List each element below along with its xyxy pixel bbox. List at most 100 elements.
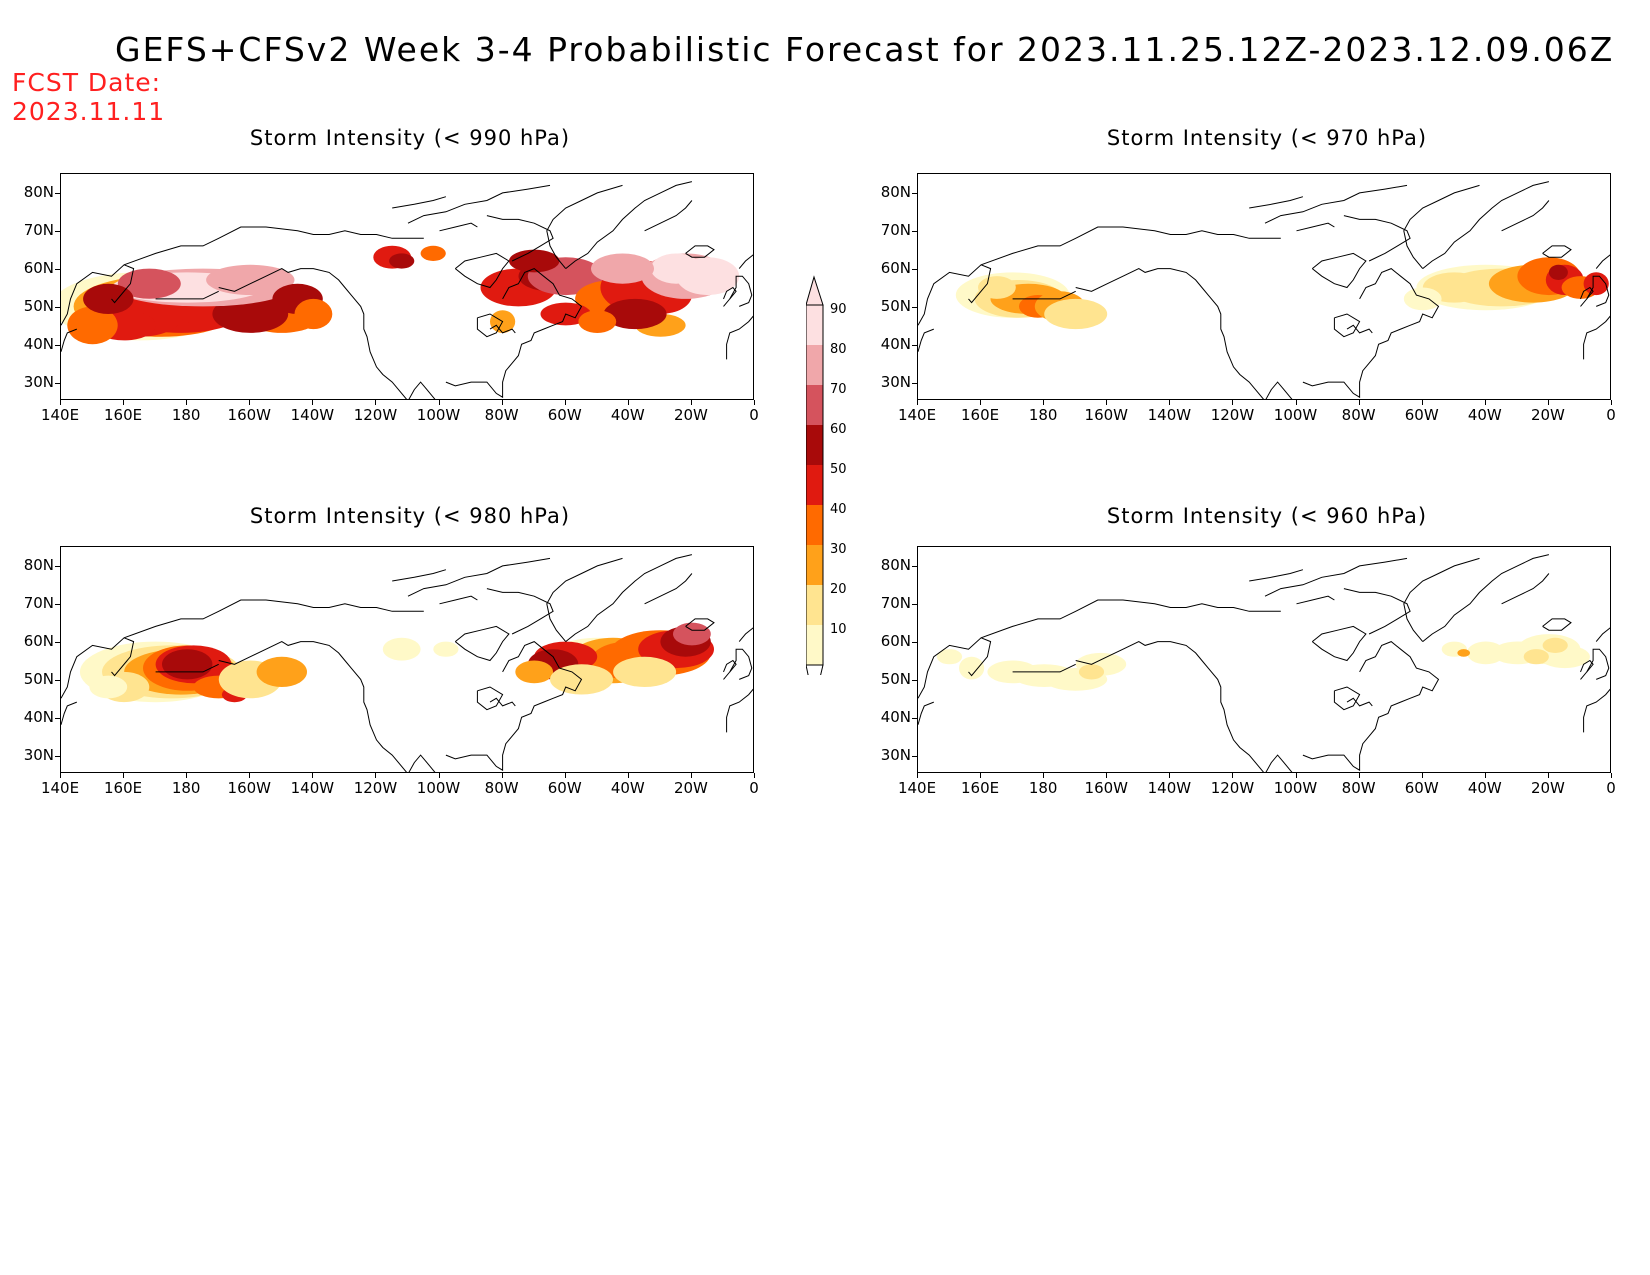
lon-label: 160W <box>227 406 271 424</box>
lon-tick <box>1169 773 1171 778</box>
lat-label: 70N <box>23 221 54 239</box>
map-svg-980 <box>61 554 753 772</box>
coastline <box>565 554 693 642</box>
lon-tick <box>690 773 692 778</box>
lon-tick <box>312 400 314 405</box>
lon-label: 180 <box>1028 779 1058 797</box>
coastline <box>1311 625 1367 662</box>
coastline <box>445 641 583 772</box>
probability-patch <box>162 649 213 680</box>
lat-label: 60N <box>880 632 911 650</box>
lon-label: 80W <box>484 406 519 424</box>
lon-tick <box>123 400 125 405</box>
lon-label: 180 <box>171 779 201 797</box>
lon-tick <box>375 400 377 405</box>
lon-label: 140W <box>1147 406 1192 424</box>
lat-tick <box>55 231 60 232</box>
coastline <box>1580 648 1610 680</box>
lat-label: 50N <box>23 670 54 688</box>
lon-tick <box>186 773 188 778</box>
coastline <box>980 599 1281 639</box>
coastline <box>726 315 753 360</box>
lon-tick <box>1484 773 1486 778</box>
lon-label: 140W <box>290 779 335 797</box>
lon-tick <box>312 773 314 778</box>
lat-label: 30N <box>880 373 911 391</box>
coastline <box>407 557 551 597</box>
panel-title-970: Storm Intensity (< 970 hPa) <box>1106 126 1428 150</box>
lon-tick <box>1232 400 1234 405</box>
coastline <box>1296 595 1335 605</box>
lon-tick <box>501 400 503 405</box>
lon-tick <box>1295 400 1297 405</box>
lat-tick <box>55 383 60 384</box>
lon-tick <box>917 773 918 778</box>
probability-field <box>955 257 1609 330</box>
colorbar-bin <box>806 625 823 665</box>
lon-tick <box>980 400 982 405</box>
coastline <box>1075 268 1264 399</box>
lon-label: 40W <box>610 779 645 797</box>
coastline <box>726 688 753 733</box>
forecast-date-value: 2023.11.11 <box>12 97 166 126</box>
coastline <box>644 200 693 232</box>
lon-tick <box>1484 400 1486 405</box>
lon-label: 60W <box>1404 406 1439 424</box>
coastline <box>1595 627 1610 642</box>
lon-tick <box>1611 400 1612 405</box>
coastline <box>61 328 77 352</box>
coastline <box>1012 290 1076 300</box>
coastline <box>1501 573 1550 605</box>
coastline <box>980 226 1281 266</box>
lat-tick <box>912 193 917 194</box>
coastlines <box>918 554 1610 772</box>
coastline <box>1346 697 1373 707</box>
coastline <box>1583 315 1610 360</box>
lon-tick <box>60 400 61 405</box>
lon-label: 40W <box>1467 779 1502 797</box>
probability-patch <box>117 268 181 299</box>
lon-label: 20W <box>673 406 708 424</box>
lon-label: 140E <box>40 406 80 424</box>
lon-tick <box>1106 400 1108 405</box>
probability-patch <box>206 264 295 295</box>
probability-patch <box>936 649 963 665</box>
coastline <box>738 627 753 642</box>
lat-tick <box>912 604 917 605</box>
colorbar-label: 30 <box>830 542 847 557</box>
coastline <box>723 286 737 300</box>
lat-tick <box>912 566 917 567</box>
colorbar-label: 80 <box>830 342 847 357</box>
coastline <box>1343 588 1411 635</box>
coastline <box>218 268 407 399</box>
map-panel-970 <box>917 173 1611 400</box>
colorbar-bin <box>806 425 823 465</box>
colorbar-outline <box>806 304 824 666</box>
lon-tick <box>1232 773 1234 778</box>
lat-tick <box>912 345 917 346</box>
coastline <box>685 245 715 258</box>
lat-label: 40N <box>880 335 911 353</box>
coastlines <box>61 181 753 399</box>
colorbar-label: 20 <box>830 582 847 597</box>
coastline <box>486 215 554 262</box>
colorbar-low-arrow <box>806 664 824 675</box>
probability-patch <box>256 656 307 687</box>
lat-label: 30N <box>23 373 54 391</box>
coastline <box>123 226 424 266</box>
coastline <box>1075 641 1264 772</box>
lon-label: 120W <box>353 406 398 424</box>
lon-tick <box>375 773 377 778</box>
probability-field <box>79 622 714 703</box>
coastline <box>454 625 510 662</box>
lon-label: 100W <box>1273 406 1318 424</box>
lon-tick <box>1421 400 1423 405</box>
map-panel-960 <box>917 546 1611 773</box>
lon-label: 80W <box>484 779 519 797</box>
coastline <box>1580 275 1610 307</box>
map-panel-990 <box>60 173 754 400</box>
lon-label: 0 <box>749 779 759 797</box>
lat-tick <box>55 307 60 308</box>
colorbar-bin <box>806 545 823 585</box>
colorbar-bin <box>806 505 823 545</box>
